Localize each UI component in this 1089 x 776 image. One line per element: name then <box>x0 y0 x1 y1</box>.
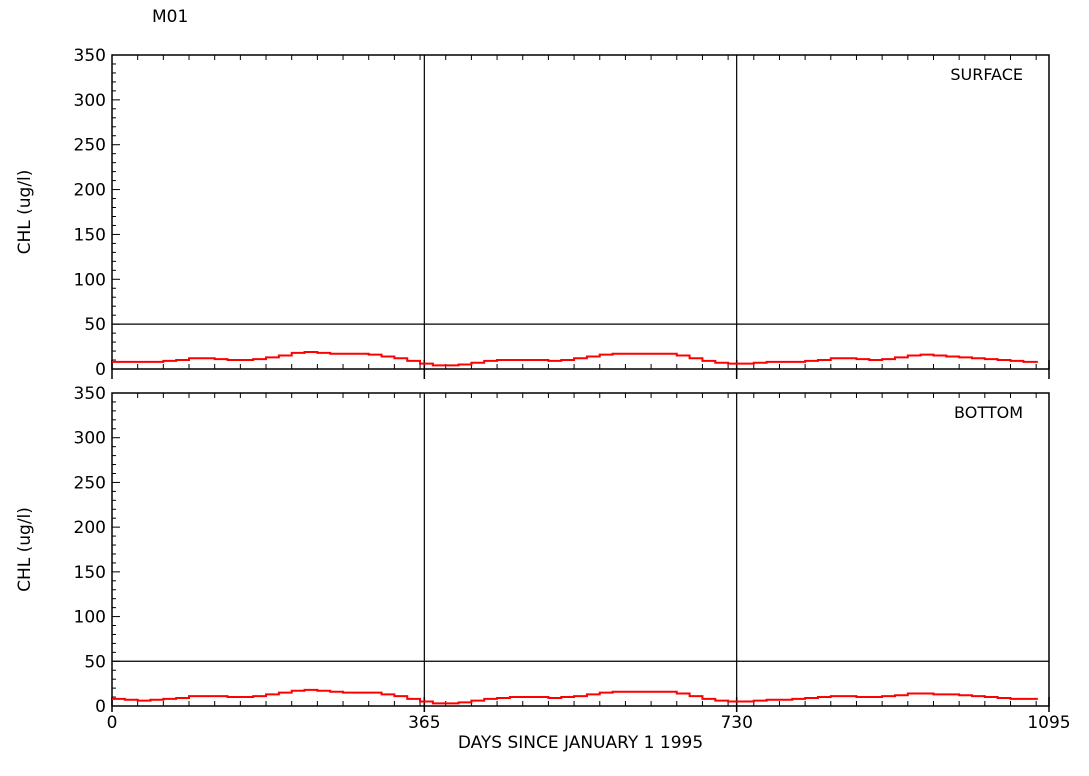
chart-panel-surface: 0 50 100 150 200 250 300 350 SURFACE CHL (ug/l) <box>15 46 1050 380</box>
y-tick-label: 350 <box>74 384 106 404</box>
station-label: M01 <box>152 7 188 27</box>
x-tick-label: 365 <box>408 713 440 733</box>
x-tick-label: 0 <box>107 713 118 733</box>
data-series-line-bottom <box>112 688 1038 705</box>
y-tick-label: 250 <box>74 473 106 493</box>
x-tick-label: 1095 <box>1027 713 1070 733</box>
y-tick-label: 50 <box>84 315 106 335</box>
y-axis-title: CHL (ug/l) <box>15 170 35 255</box>
y-tick-label: 0 <box>95 360 106 380</box>
panel-label: SURFACE <box>950 65 1023 84</box>
plot-frame <box>111 54 1050 370</box>
x-axis-title: DAYS SINCE JANUARY 1 1995 <box>458 733 703 753</box>
chart-panels: 0 50 100 150 200 250 300 350 SURFACE CHL (ug/l) 0 5… <box>15 46 1071 753</box>
y-tick-label: 150 <box>74 563 106 583</box>
y-tick-label: 50 <box>84 652 106 672</box>
x-tick-label: 730 <box>720 713 752 733</box>
y-tick-label: 250 <box>74 136 106 156</box>
chart-panel-bottom: 0 50 100 150 200 250 300 350 0 365 730 1095 BOTTOM CH… <box>15 384 1071 753</box>
y-tick-label: 200 <box>74 181 106 201</box>
panel-label: BOTTOM <box>954 403 1023 422</box>
y-tick-label: 150 <box>74 225 106 245</box>
y-tick-label: 300 <box>74 91 106 111</box>
y-tick-label: 0 <box>95 697 106 717</box>
plot-frame <box>111 392 1050 707</box>
y-tick-label: 100 <box>74 270 106 290</box>
y-tick-label: 200 <box>74 518 106 538</box>
y-tick-label: 300 <box>74 429 106 449</box>
y-tick-label: 100 <box>74 608 106 628</box>
y-tick-label: 350 <box>74 46 106 66</box>
y-axis-title: CHL (ug/l) <box>15 507 35 592</box>
data-series-line-surface <box>112 350 1038 367</box>
